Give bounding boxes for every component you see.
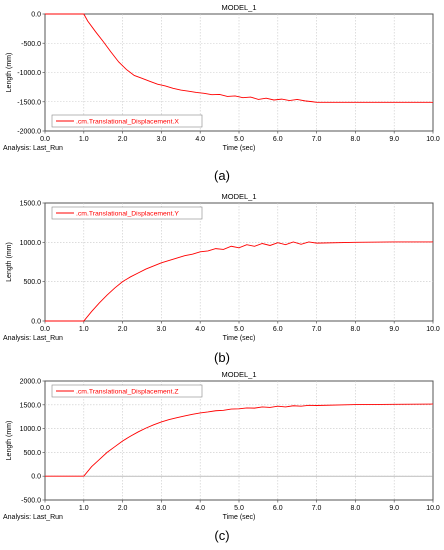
panel-caption: (b) [214,350,230,365]
x-tick-label: 10.0 [426,326,440,333]
x-tick-label: 0.0 [40,136,50,143]
x-tick-label: 10.0 [426,136,440,143]
legend-label: .cm.Translational_Displacement.X [76,119,179,126]
x-tick-label: 8.0 [351,326,361,333]
y-tick-label: 2000.0 [20,379,42,386]
x-tick-label: 9.0 [389,136,399,143]
series-line [45,13,433,103]
y-tick-label: 1000.0 [20,426,42,433]
x-axis-label: Time (sec) [223,514,256,521]
x-tick-label: 9.0 [389,505,399,512]
chart-title: MODEL_1 [221,192,256,201]
x-tick-label: 0.0 [40,505,50,512]
y-tick-label: 0.0 [31,319,41,326]
x-tick-label: 2.0 [118,136,128,143]
y-tick-label: 1000.0 [20,240,42,247]
series-line [45,403,434,477]
x-tick-label: 6.0 [273,136,283,143]
chart-panel-2: MODEL_1 0.0 1.0 2.0 3.0 4.0 5.0 6.0 7.0 8.0 9.0 10.… [3,192,440,342]
x-tick-label: 3.0 [157,136,167,143]
x-tick-label: 3.0 [157,505,167,512]
x-tick-label: 5.0 [234,326,244,333]
analysis-label: Analysis: Last_Run [3,145,63,152]
series-line [45,241,433,322]
chart-panel-3: MODEL_1 0.0 1.0 2.0 3.0 4.0 5.0 6.0 7.0 8.0 9.0 10.… [3,370,440,521]
x-tick-label: 7.0 [312,136,322,143]
y-tick-label: 0.0 [31,12,41,19]
legend-box [51,114,203,128]
chart-title: MODEL_1 [221,3,256,12]
x-tick-label: 9.0 [389,326,399,333]
x-tick-label: 5.0 [234,136,244,143]
y-tick-label: 1500.0 [20,201,42,208]
y-axis-label: Length (mm) [6,53,13,93]
x-tick-label: 2.0 [118,326,128,333]
x-tick-label: 1.0 [79,326,89,333]
plot-area [44,202,434,322]
legend-box [51,384,203,398]
x-tick-label: 1.0 [79,136,89,143]
y-tick-label: 0.0 [31,474,41,481]
x-tick-label: 7.0 [312,505,322,512]
y-axis-label: Length (mm) [6,242,13,282]
panel-caption: (c) [214,528,229,543]
y-tick-label: 1500.0 [20,402,42,409]
y-axis-label: Length (mm) [6,421,13,461]
y-tick-label: 500.0 [23,450,41,457]
x-axis-label: Time (sec) [223,145,256,152]
legend-label: .cm.Translational_Displacement.Z [76,389,179,396]
x-axis-label: Time (sec) [223,335,256,342]
legend-box [51,206,203,220]
x-tick-label: 6.0 [273,326,283,333]
x-tick-label: 4.0 [195,326,205,333]
y-tick-label: -1000.0 [17,70,41,77]
x-tick-label: 2.0 [118,505,128,512]
x-tick-label: 6.0 [273,505,283,512]
y-tick-label: -1500.0 [17,99,41,106]
y-tick-label: -500.0 [21,498,41,505]
x-tick-label: 4.0 [195,136,205,143]
analysis-label: Analysis: Last_Run [3,514,63,521]
x-tick-label: 0.0 [40,326,50,333]
x-tick-label: 10.0 [426,505,440,512]
x-tick-label: 3.0 [157,326,167,333]
x-tick-label: 8.0 [351,136,361,143]
x-tick-label: 8.0 [351,505,361,512]
x-tick-label: 7.0 [312,326,322,333]
x-tick-label: 4.0 [195,505,205,512]
x-tick-label: 1.0 [79,505,89,512]
analysis-label: Analysis: Last_Run [3,335,63,342]
y-tick-label: -500.0 [21,41,41,48]
y-tick-label: 500.0 [23,279,41,286]
plot-area [44,380,434,501]
legend-label: .cm.Translational_Displacement.Y [76,211,179,218]
x-tick-label: 5.0 [234,505,244,512]
chart-panel-1: MODEL_1 0.0 1.0 2.0 3.0 4.0 5.0 6.0 7.0 8.0 9.0 10.… [3,3,440,152]
panel-caption: (a) [214,168,230,183]
chart-title: MODEL_1 [221,370,256,379]
y-tick-label: -2000.0 [17,129,41,136]
